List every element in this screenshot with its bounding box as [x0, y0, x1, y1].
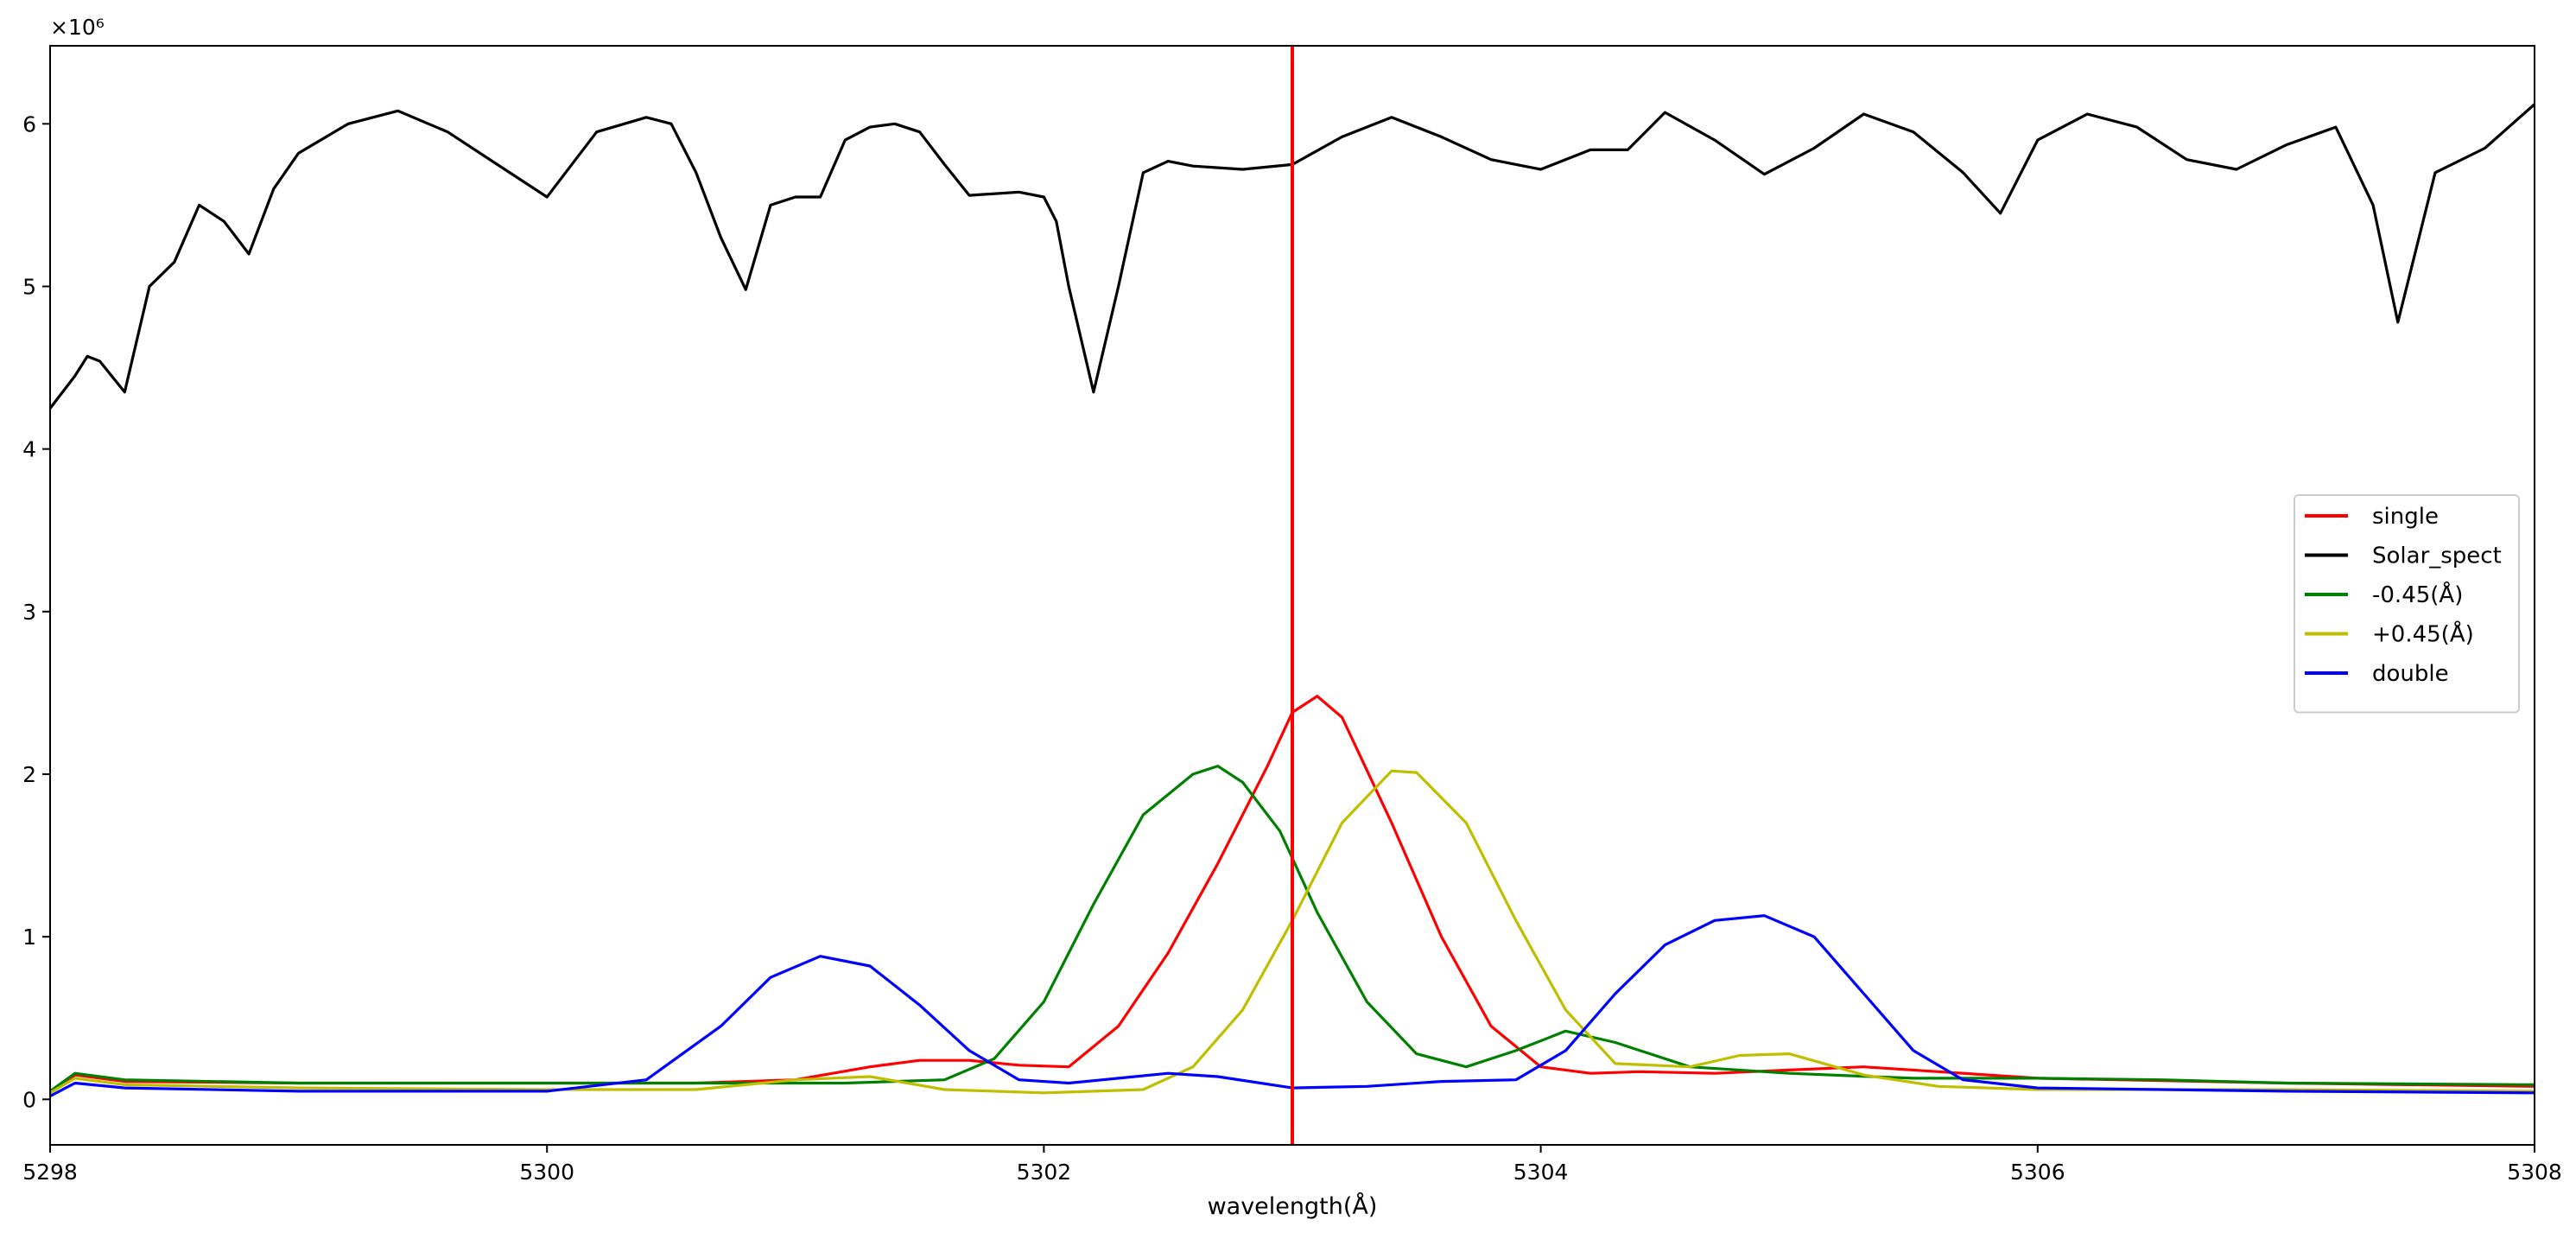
y-tick-label: 1: [22, 925, 36, 950]
y-tick-label: 5: [22, 274, 36, 299]
y-tick-label: 0: [22, 1087, 36, 1112]
legend: single Solar_spect -0.45(Å) +0.45(Å) double: [2294, 494, 2520, 714]
legend-box: [2294, 494, 2520, 714]
legend-entry-4: double: [2372, 661, 2449, 687]
y-tick-label: 4: [22, 437, 36, 462]
x-axis-label: wavelength(Å): [1208, 1192, 1378, 1220]
x-tick-label: 5304: [1513, 1160, 1569, 1185]
series-layer: [48, 103, 2536, 1098]
y-tick-label: 2: [22, 762, 36, 787]
x-tick-label: 5300: [519, 1160, 574, 1185]
series-line-2: [49, 765, 2535, 1093]
x-tick-label: 5308: [2507, 1160, 2562, 1185]
x-tick-label: 5306: [2010, 1160, 2065, 1185]
y-tick-label: 3: [22, 600, 36, 625]
legend-entry-1: Solar_spect: [2372, 543, 2502, 569]
y-scale-label: ×10⁶: [50, 15, 105, 40]
y-axis: 0 1 2 3 4 5 6: [22, 111, 50, 1112]
legend-entry-0: single: [2372, 504, 2439, 530]
y-tick-label: 6: [22, 111, 36, 137]
legend-entry-3: +0.45(Å): [2372, 620, 2474, 648]
plot-frame: [49, 45, 2535, 1146]
x-tick-label: 5298: [22, 1160, 78, 1185]
series-line-3: [49, 769, 2535, 1095]
legend-entry-2: -0.45(Å): [2372, 581, 2463, 608]
series-line-4: [49, 914, 2535, 1098]
x-axis: 5298 5300 5302 5304 5306 5308: [22, 1145, 2562, 1185]
series-line-1: [48, 103, 2536, 410]
x-tick-label: 5302: [1017, 1160, 1072, 1185]
